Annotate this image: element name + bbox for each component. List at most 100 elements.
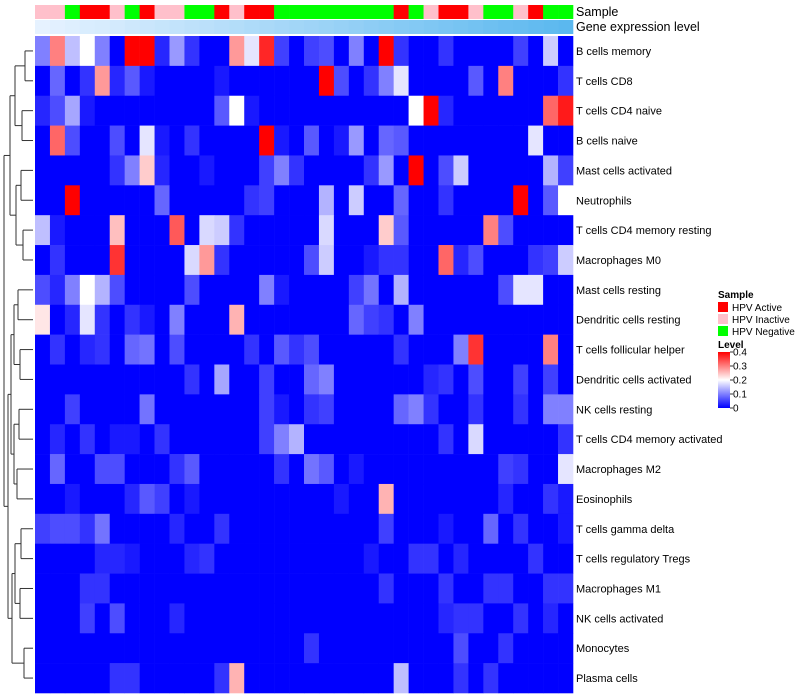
heatmap-cell <box>199 274 215 306</box>
heatmap-cell <box>363 603 380 634</box>
heatmap-cell <box>304 155 320 186</box>
heatmap-cell <box>229 304 245 335</box>
heatmap-cell <box>513 364 529 395</box>
heatmap-cell <box>259 543 275 574</box>
heatmap-cell <box>169 304 185 335</box>
heatmap-cell <box>94 65 111 97</box>
heatmap-cell <box>109 573 125 604</box>
heatmap-cell <box>363 454 380 485</box>
legend-level-tick-label: 0 <box>733 404 739 415</box>
heatmap-cell <box>304 663 320 694</box>
heatmap-cell <box>139 454 155 485</box>
heatmap-cell <box>408 36 424 67</box>
heatmap-cell <box>558 543 574 574</box>
heatmap-cell <box>274 65 290 97</box>
heatmap-cell <box>274 155 290 186</box>
heatmap-cell <box>169 125 185 156</box>
heatmap-cell <box>453 483 469 515</box>
heatmap-cell <box>274 215 290 246</box>
heatmap-cell <box>169 424 185 455</box>
heatmap-cell <box>528 95 544 126</box>
heatmap-cell <box>79 603 96 634</box>
heatmap-cell <box>468 95 484 126</box>
heatmap-cell <box>49 125 66 156</box>
heatmap-cell <box>453 513 469 544</box>
heatmap-cell <box>333 274 350 306</box>
row-dendrogram <box>3 50 33 679</box>
row-label: T cells gamma delta <box>576 524 675 536</box>
heatmap-cell <box>408 454 424 485</box>
heatmap-cell <box>184 36 200 67</box>
heatmap-cell <box>259 185 275 216</box>
heatmap-cell <box>139 36 155 67</box>
heatmap-cell <box>378 603 394 634</box>
heatmap-cell <box>184 543 200 574</box>
heatmap-cell <box>229 573 245 604</box>
expression-annotation-cell <box>453 20 469 34</box>
heatmap-cell <box>214 95 230 126</box>
heatmap-cell <box>468 364 484 395</box>
heatmap-cell <box>154 95 170 126</box>
heatmap-cell <box>378 334 394 365</box>
heatmap-cell <box>169 603 185 634</box>
heatmap-cell <box>333 215 350 246</box>
heatmap-cell <box>423 304 439 335</box>
row-label: T cells regulatory Tregs <box>576 554 691 566</box>
heatmap-cell <box>124 483 140 515</box>
heatmap-cell <box>109 603 125 634</box>
heatmap-cell <box>79 513 96 544</box>
heatmap-cell <box>289 125 305 156</box>
heatmap-cell <box>154 215 170 246</box>
heatmap-cell <box>35 633 51 664</box>
expression-annotation-cell <box>438 20 454 34</box>
heatmap-cell <box>229 483 245 515</box>
heatmap-cell <box>558 573 574 604</box>
heatmap-cell <box>498 185 514 216</box>
heatmap-cell <box>453 633 469 664</box>
row-label: Plasma cells <box>576 673 638 685</box>
heatmap-cell <box>154 65 170 97</box>
heatmap-cell <box>259 513 275 544</box>
heatmap-cell <box>558 513 574 544</box>
heatmap-cell <box>124 36 140 67</box>
heatmap-cell <box>304 334 320 365</box>
heatmap-cell <box>304 543 320 574</box>
heatmap-cell <box>79 424 96 455</box>
heatmap-cell <box>139 513 155 544</box>
expression-annotation-cell <box>528 20 544 34</box>
heatmap-cell <box>274 424 290 455</box>
heatmap-cell <box>124 185 140 216</box>
heatmap-cell <box>453 36 469 67</box>
heatmap-cell <box>49 483 66 515</box>
heatmap-cell <box>438 663 454 694</box>
heatmap-cell <box>214 185 230 216</box>
heatmap-cell <box>184 334 200 365</box>
row-label: Macrophages M0 <box>576 255 661 267</box>
heatmap-cell <box>35 394 51 425</box>
heatmap-cell <box>438 215 454 246</box>
heatmap-cell <box>304 603 320 634</box>
row-label: NK cells resting <box>576 404 652 416</box>
heatmap-cell <box>543 125 559 156</box>
heatmap-cell <box>79 185 96 216</box>
expression-annotation-cell <box>94 20 111 34</box>
heatmap-cell <box>274 36 290 67</box>
heatmap-cell <box>49 245 66 276</box>
heatmap-cell <box>304 245 320 276</box>
heatmap-cell <box>318 364 335 395</box>
heatmap-cell <box>393 483 409 515</box>
heatmap-cell <box>393 304 409 335</box>
heatmap-cell <box>259 394 275 425</box>
heatmap-cell <box>393 334 409 365</box>
heatmap-cell <box>289 95 305 126</box>
heatmap-cell <box>199 633 215 664</box>
legend-sample-swatch <box>718 326 728 336</box>
heatmap-cell <box>49 274 66 306</box>
heatmap-cell <box>214 543 230 574</box>
heatmap-cell <box>184 125 200 156</box>
heatmap-cell <box>199 304 215 335</box>
heatmap-cell <box>393 394 409 425</box>
heatmap-cell <box>124 663 140 694</box>
heatmap-cell <box>453 245 469 276</box>
heatmap-cell <box>304 65 320 97</box>
